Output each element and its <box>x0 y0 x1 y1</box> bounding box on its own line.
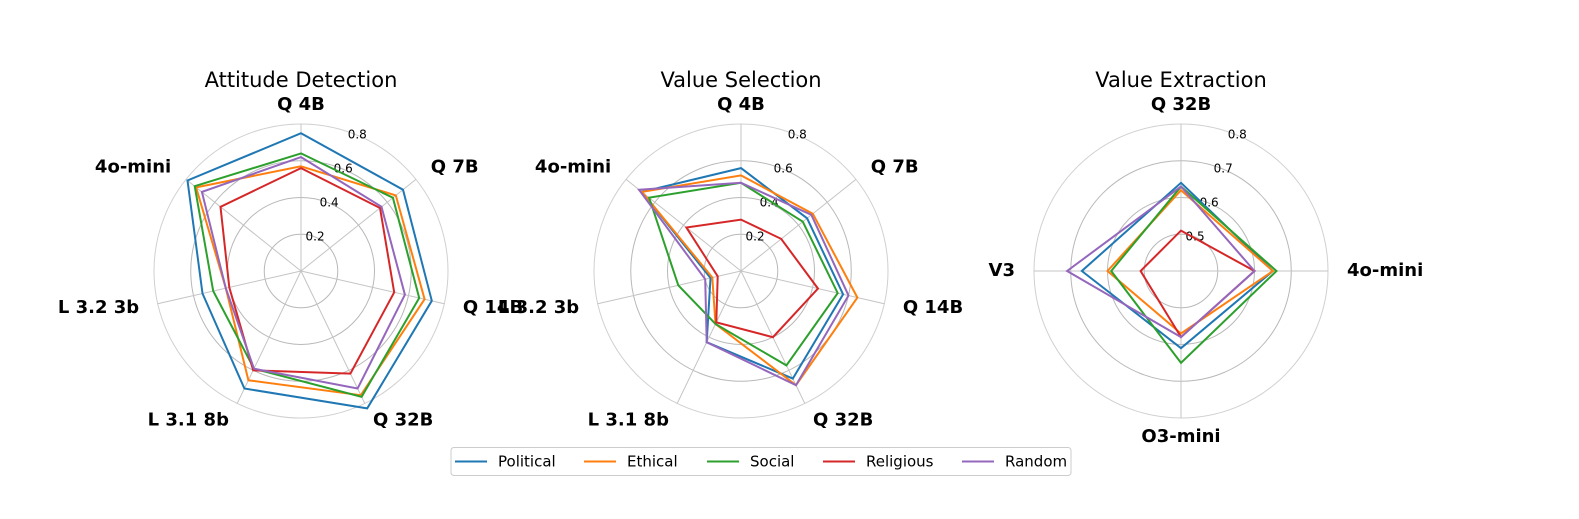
series-line-random <box>200 155 406 390</box>
legend-item: Random <box>962 453 1067 471</box>
axis-label: Q 4B <box>717 94 765 115</box>
series-line-ethical <box>640 174 859 387</box>
series-line-political <box>186 132 433 410</box>
axis-label: Q 4B <box>277 94 325 115</box>
axis-label: Q 32B <box>373 410 433 431</box>
axis-label: V3 <box>989 260 1015 281</box>
spoke-line <box>185 178 302 272</box>
axis-label: O3-mini <box>1141 426 1220 447</box>
spoke-line <box>740 178 857 272</box>
legend-item: Ethical <box>584 453 678 471</box>
tick-label: 0.8 <box>788 128 807 142</box>
radar-chart-2: Q 4B Q 7B Q 14B Q 32B L 3.1 8b L 3.2 3b 4o-min… <box>498 68 963 431</box>
series-line-religious <box>684 218 820 339</box>
legend-item: Religious <box>823 453 934 471</box>
tick-label: 0.7 <box>1214 162 1233 176</box>
legend-item: Political <box>455 453 556 471</box>
axis-label: Q 32B <box>813 410 873 431</box>
spoke-line <box>740 270 885 305</box>
spoke-line <box>300 270 366 404</box>
tick-label: 0.4 <box>760 196 779 210</box>
series-line-random <box>637 181 850 387</box>
axis-label: Q 7B <box>871 157 919 178</box>
legend-item: Social <box>707 453 794 471</box>
axis-label: Q 14B <box>903 297 963 318</box>
legend-label: Random <box>1005 453 1067 471</box>
tick-label: 0.6 <box>774 162 793 176</box>
spoke-line <box>236 270 302 404</box>
axis-label: Q 7B <box>431 157 479 178</box>
radar-chart-1: Q 4B Q 7B Q 14B Q 32B L 3.1 8b L 3.2 3b 4o-min… <box>58 68 523 431</box>
series-line-ethical <box>194 165 426 397</box>
spoke-line <box>300 270 445 305</box>
chart-title: Attitude Detection <box>205 68 398 92</box>
series-line-social <box>193 152 421 398</box>
legend-label: Religious <box>866 453 934 471</box>
chart-title: Value Extraction <box>1095 68 1267 92</box>
chart-title: Value Selection <box>660 68 821 92</box>
series-line-random <box>1065 185 1256 339</box>
tick-label: 0.2 <box>306 230 325 244</box>
axis-label: L 3.2 3b <box>58 297 139 318</box>
series-line-social <box>647 181 839 367</box>
series-line-religious <box>219 166 396 375</box>
tick-label: 0.4 <box>320 196 339 210</box>
axis-label: Q 14B <box>463 297 523 318</box>
legend-label: Social <box>750 453 794 471</box>
axis-label: L 3.1 8b <box>148 410 229 431</box>
series-line-ethical <box>1106 188 1275 335</box>
axis-label: 4o-mini <box>95 157 171 178</box>
axis-label: Q 32B <box>1151 94 1211 115</box>
spoke-line <box>300 178 417 272</box>
spoke-line <box>597 270 742 305</box>
tick-label: 0.8 <box>1228 128 1247 142</box>
legend-box <box>450 447 1072 476</box>
axis-label: L 3.1 8b <box>588 410 669 431</box>
tick-label: 0.2 <box>746 230 765 244</box>
legend-label: Ethical <box>627 453 678 471</box>
axis-label: 4o-mini <box>535 157 611 178</box>
tick-label: 0.8 <box>348 128 367 142</box>
axis-label: L 3.2 3b <box>498 297 579 318</box>
spoke-line <box>676 270 742 404</box>
series-line-social <box>1109 185 1278 365</box>
legend: Political Ethical Social Religious Random <box>450 447 1072 476</box>
axis-label: 4o-mini <box>1347 260 1423 281</box>
legend-label: Political <box>498 453 556 471</box>
